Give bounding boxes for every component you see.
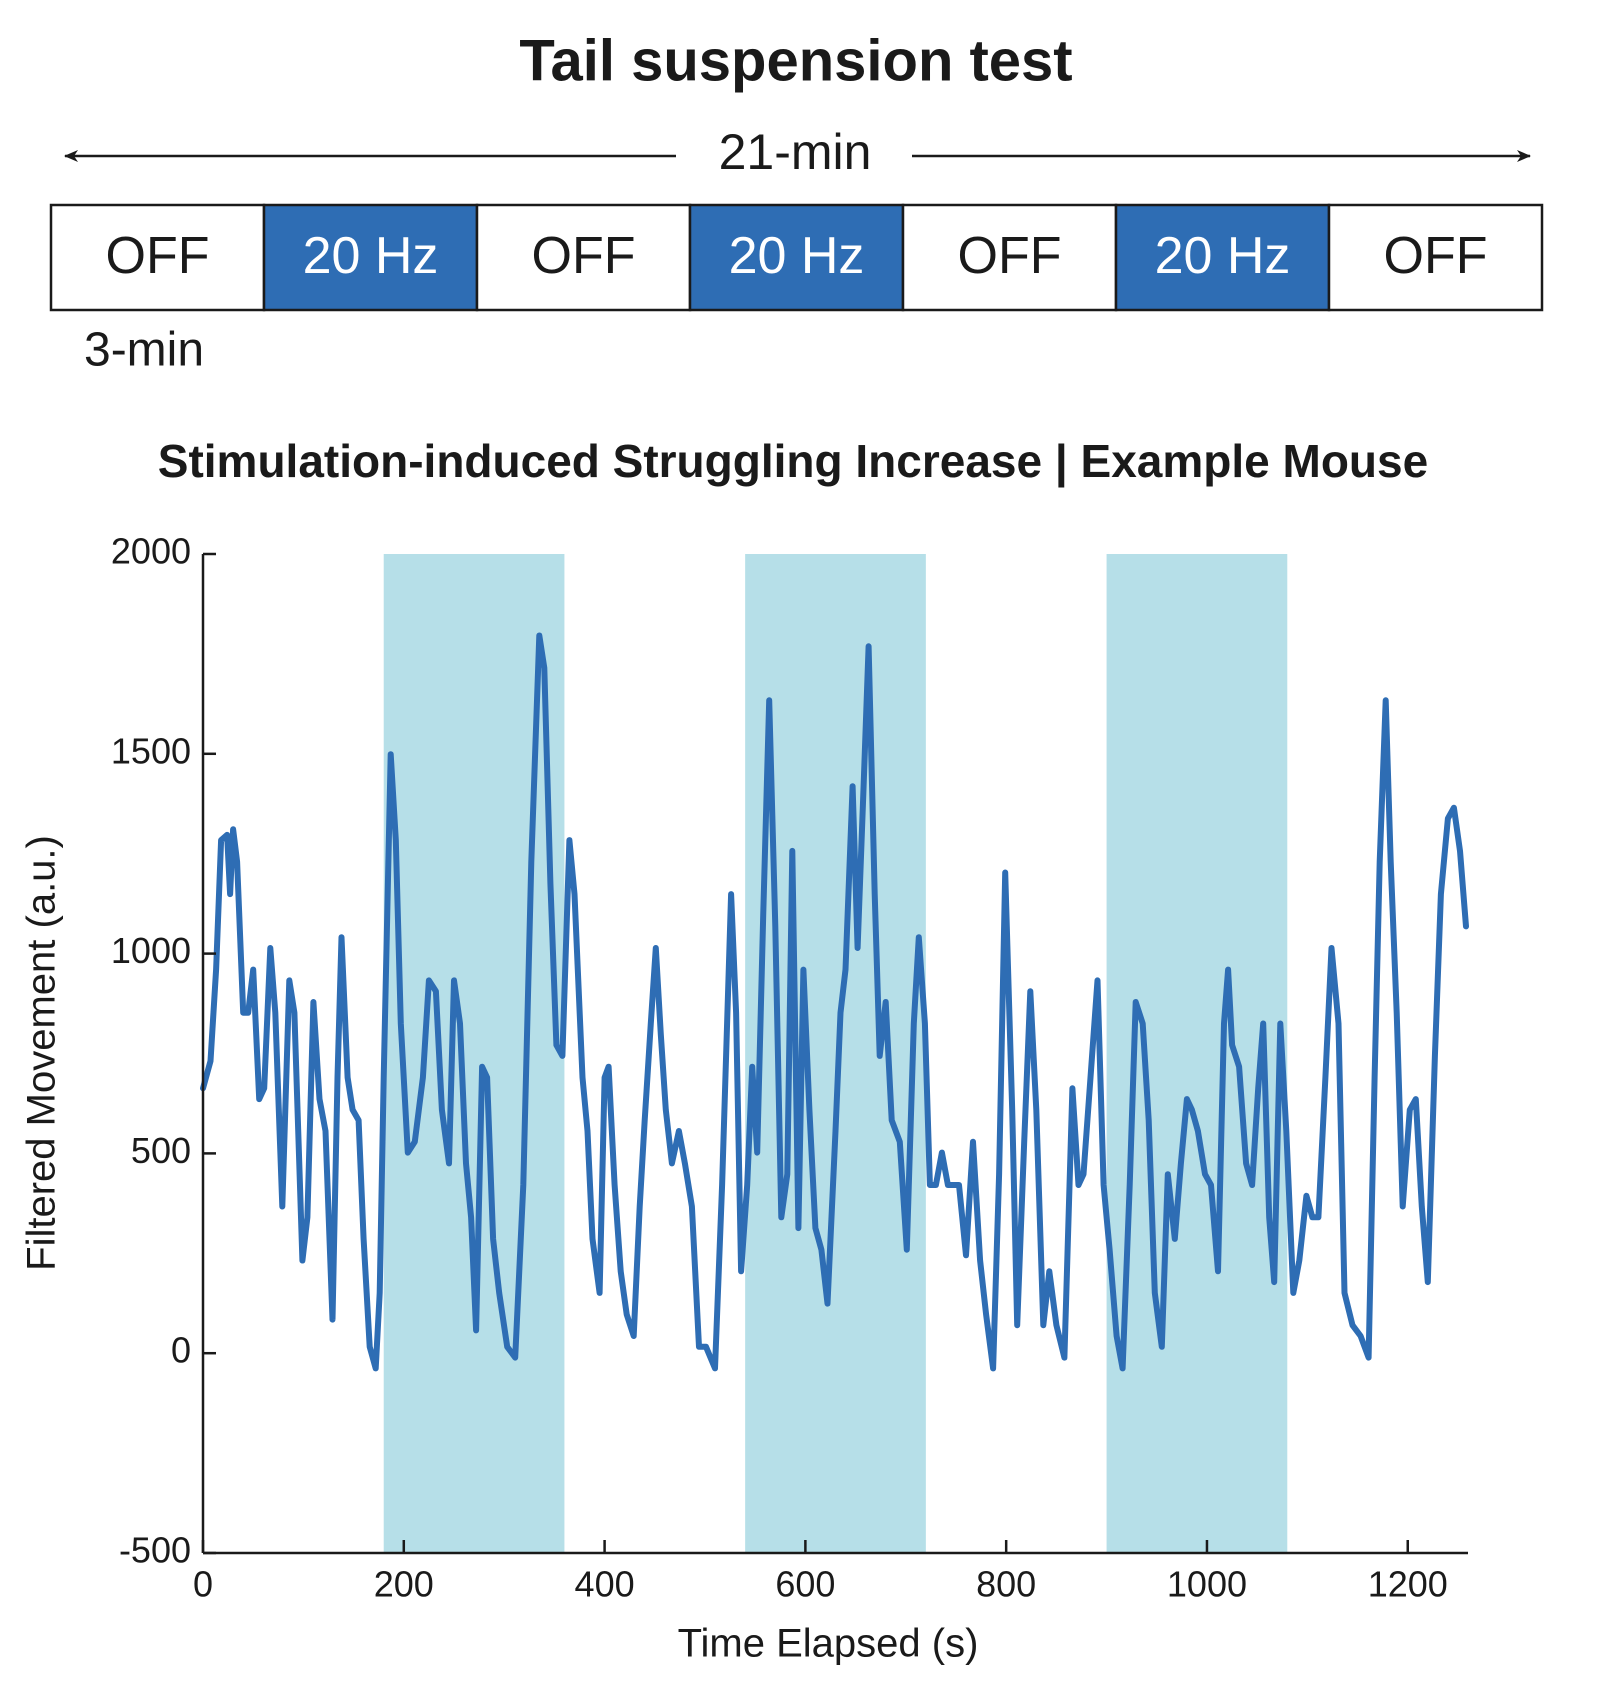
protocol-segment [49, 203, 266, 312]
x-tick-label: 0 [193, 1564, 213, 1605]
x-tick-label: 200 [374, 1564, 434, 1605]
protocol-bar: OFF 20 Hz OFF 20 Hz OFF 20 Hz OFF [49, 203, 1544, 312]
protocol-segment [262, 203, 479, 312]
y-tick-label: 0 [171, 1330, 191, 1371]
x-tick-label: 1000 [1167, 1564, 1247, 1605]
segment-label: OFF [532, 227, 636, 285]
y-axis-label: Filtered Movement (a.u.) [20, 835, 64, 1271]
chart-title: Stimulation-induced Struggling Increase … [158, 435, 1428, 487]
segment-duration: 3-min [84, 324, 204, 377]
x-axis-label: Time Elapsed (s) [678, 1622, 979, 1666]
y-tick-label: -500 [119, 1530, 191, 1571]
segment-label: 20 Hz [303, 227, 439, 285]
y-tick-label: 500 [131, 1130, 191, 1171]
x-tick-label: 400 [575, 1564, 635, 1605]
protocol-segment [688, 203, 905, 312]
y-tick-label: 2000 [111, 531, 191, 572]
segment-label: 20 Hz [1155, 227, 1291, 285]
protocol-segment [1114, 203, 1331, 312]
y-tick-label: 1500 [111, 730, 191, 771]
figure-title: Tail suspension test [519, 28, 1072, 93]
duration-label: 21-min [719, 124, 872, 180]
protocol-segment [475, 203, 692, 312]
protocol-segment [1327, 203, 1544, 312]
x-tick-label: 800 [976, 1564, 1036, 1605]
x-tick-label: 600 [775, 1564, 835, 1605]
data-line [200, 632, 1469, 1372]
x-tick-label: 1200 [1368, 1564, 1448, 1605]
segment-label: OFF [106, 227, 210, 285]
segment-label: 20 Hz [729, 227, 865, 285]
segment-label: OFF [958, 227, 1062, 285]
y-tick-label: 1000 [111, 930, 191, 971]
segment-label: OFF [1384, 227, 1488, 285]
